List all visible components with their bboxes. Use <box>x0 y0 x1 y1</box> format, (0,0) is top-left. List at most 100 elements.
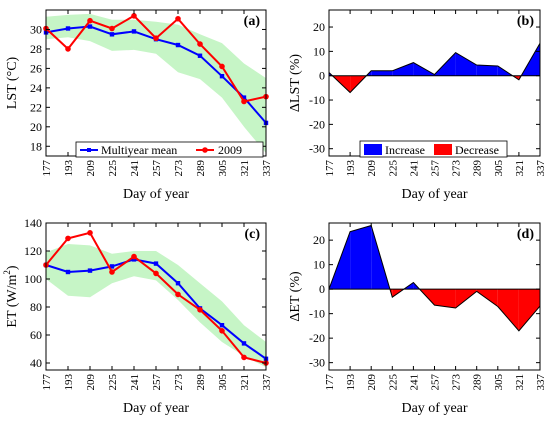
x-tick-label: 321 <box>239 374 251 391</box>
increase-area <box>392 62 414 76</box>
y-tick-label: 140 <box>24 216 42 230</box>
series-point <box>109 25 115 32</box>
x-tick-label: 241 <box>129 374 141 391</box>
y-tick-label: 0 <box>319 69 325 83</box>
x-axis-title: Day of year <box>123 401 189 416</box>
y-tick-label: 20 <box>313 233 325 247</box>
decrease-area <box>434 289 456 308</box>
x-tick-label: 305 <box>217 374 229 391</box>
y-tick-label: -30 <box>309 356 325 370</box>
y-tick-label: -10 <box>309 307 325 321</box>
x-tick-label: 305 <box>217 160 229 177</box>
x-tick-label: 225 <box>387 374 399 391</box>
y-tick-label: 18 <box>30 139 42 153</box>
x-tick-label: 193 <box>345 374 357 391</box>
y-tick-label: 20 <box>313 20 325 34</box>
series-point <box>175 291 181 298</box>
x-tick-label: 193 <box>345 160 357 177</box>
series-point <box>87 17 93 24</box>
x-tick-label: 289 <box>472 374 484 391</box>
x-tick-label: 193 <box>63 160 75 177</box>
legend-b: Increase Decrease <box>359 140 508 158</box>
y-tick-label: -20 <box>309 331 325 345</box>
chart-panel-3: 40 60 80 100 120 140 177 193 209 225 241 257 273 289 3… <box>2 216 273 416</box>
x-tick-label: 257 <box>430 374 442 391</box>
y-tick-label: 120 <box>24 244 42 258</box>
series-point <box>65 46 71 52</box>
x-tick-label: 209 <box>85 374 97 391</box>
x-tick-label: 209 <box>366 374 378 391</box>
x-tick-label: 273 <box>173 160 185 177</box>
series-point <box>153 261 159 266</box>
x-tick-label: 177 <box>41 374 53 391</box>
y-tick-label: 60 <box>30 328 42 342</box>
series-point <box>131 253 137 260</box>
x-tick-label: 321 <box>514 160 526 177</box>
legend-box <box>75 141 264 158</box>
series-point <box>65 235 71 242</box>
x-tick-label: 321 <box>239 160 251 177</box>
series-point <box>219 323 225 328</box>
increase-area <box>371 70 393 76</box>
y-tick-label: 0 <box>319 282 325 296</box>
series-point <box>175 42 181 48</box>
y-tick-label: 10 <box>313 258 325 272</box>
y-axis-title: ΔLST (%) <box>288 54 303 112</box>
y-tick-label: 24 <box>30 81 42 95</box>
range-band <box>46 13 266 154</box>
series-point <box>87 268 93 273</box>
legend-label-decrease: Decrease <box>455 143 499 157</box>
x-tick-label: 273 <box>173 374 185 391</box>
delta-outline <box>328 224 541 332</box>
y-tick-label: -30 <box>309 142 325 156</box>
y-axis-title-end: ) <box>5 265 20 270</box>
x-tick-label: 305 <box>493 160 505 177</box>
y-tick-label: 26 <box>30 61 42 75</box>
panel-label: (c) <box>244 227 260 242</box>
series-point <box>109 269 115 275</box>
y-axis-title: ΔET (%) <box>288 271 303 322</box>
series-point <box>219 328 225 334</box>
x-tick-label: 273 <box>451 160 463 177</box>
x-tick-label: 225 <box>107 374 119 391</box>
x-tick-label: 241 <box>408 374 420 391</box>
y-axis-title: ET (W/m2) <box>2 265 20 328</box>
legend-a: Multiyear mean 2009 <box>75 141 264 158</box>
series-point <box>219 63 225 70</box>
x-tick-label: 193 <box>63 374 75 391</box>
y-tick-label: -10 <box>309 93 325 107</box>
legend-label-mean: Multiyear mean <box>101 143 177 157</box>
decrease-area <box>518 289 540 331</box>
series-point <box>87 230 93 236</box>
series-point <box>241 95 247 100</box>
series-point <box>65 26 71 31</box>
legend-marker-mean <box>87 148 91 152</box>
y-tick-label: 80 <box>30 300 42 314</box>
x-tick-label: 305 <box>493 374 505 391</box>
chart-panel-4: -30 -20 -10 0 10 20 177 193 209 225 241 257 273 289 30… <box>288 222 547 416</box>
x-tick-label: 177 <box>324 160 336 177</box>
series-point <box>131 13 137 19</box>
increase-area <box>350 225 372 290</box>
series-point <box>197 307 203 313</box>
x-tick-label: 177 <box>324 374 336 391</box>
axes-box <box>328 9 541 157</box>
x-tick-label: 225 <box>107 160 119 177</box>
x-tick-label: 257 <box>430 160 442 177</box>
chart-panel-2: -30 -20 -10 0 10 20 177 193 209 225 241 257 273 289 30… <box>288 9 547 202</box>
legend-label-2009: 2009 <box>218 143 242 157</box>
series-point <box>197 53 203 58</box>
x-tick-label: 225 <box>387 160 399 177</box>
y-tick-label: 20 <box>30 120 42 134</box>
x-tick-label: 209 <box>85 160 97 177</box>
series-point <box>241 341 247 346</box>
legend-box <box>359 140 508 158</box>
x-tick-label: 273 <box>451 374 463 391</box>
legend-label-increase: Increase <box>385 143 425 157</box>
y-tick-label: -20 <box>309 117 325 131</box>
x-tick-label: 289 <box>195 374 207 391</box>
series-point <box>197 41 203 47</box>
series-point <box>241 98 247 105</box>
series-point <box>65 269 71 275</box>
y-axis-title: LST (°C) <box>5 56 20 109</box>
